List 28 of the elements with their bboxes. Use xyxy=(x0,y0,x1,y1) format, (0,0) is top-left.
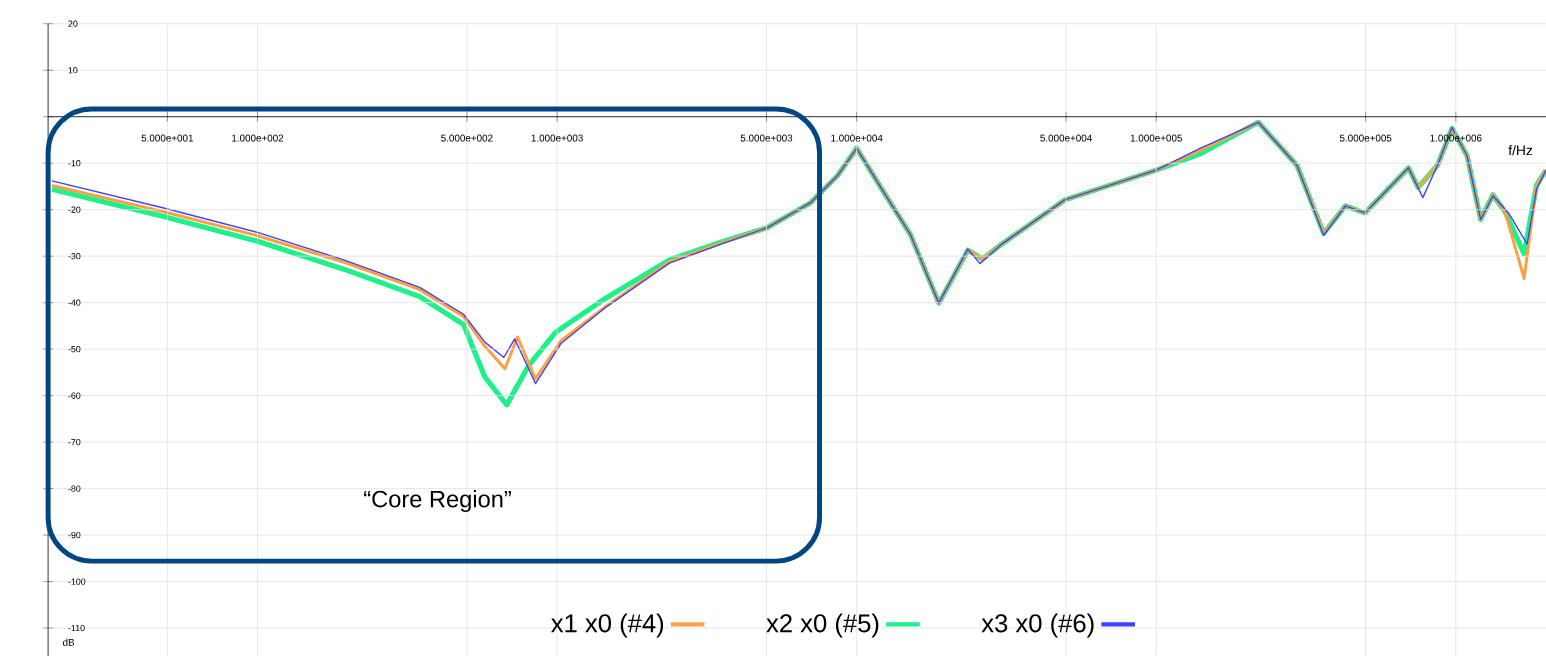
y-tick-label: -90 xyxy=(68,532,81,539)
y-tick-label: -10 xyxy=(68,160,81,167)
y-tick-label: -80 xyxy=(68,485,81,492)
y-tick-label: -20 xyxy=(68,206,81,213)
y-axis-title: dB xyxy=(62,638,75,646)
y-tick-label: 20 xyxy=(68,20,78,27)
y-tick-label: -70 xyxy=(68,439,81,446)
legend-label: x1 x0 (#4) xyxy=(551,613,664,638)
x-tick-label: 1.000e+005 xyxy=(1130,134,1183,142)
y-tick-label: -100 xyxy=(68,578,86,585)
x-tick-label: 1.000e+002 xyxy=(232,134,284,142)
y-tick-label: -110 xyxy=(68,624,85,632)
x-tick-label: 5.000e+001 xyxy=(141,134,194,142)
x-tick-label: 1.000e+004 xyxy=(831,134,883,142)
legend-label: x2 x0 (#5) xyxy=(766,613,879,638)
x-tick-label: 5.000e+003 xyxy=(740,134,793,142)
y-tick-label: -40 xyxy=(68,299,81,306)
x-axis-title: f/Hz xyxy=(1508,145,1533,156)
y-tick-label: 10 xyxy=(68,67,78,74)
annotation: “Core Region” xyxy=(364,490,511,513)
x-tick-label: 5.000e+005 xyxy=(1339,134,1392,142)
legend-label: x3 x0 (#6) xyxy=(981,613,1094,638)
y-tick-label: -30 xyxy=(68,253,81,260)
x-tick-label: 5.000e+002 xyxy=(441,134,493,142)
y-tick-label: -50 xyxy=(68,346,81,353)
x-tick-label: 5.000e+004 xyxy=(1040,134,1092,142)
y-tick-label: -60 xyxy=(68,392,81,399)
x-tick-label: 1.000e+003 xyxy=(531,134,583,142)
